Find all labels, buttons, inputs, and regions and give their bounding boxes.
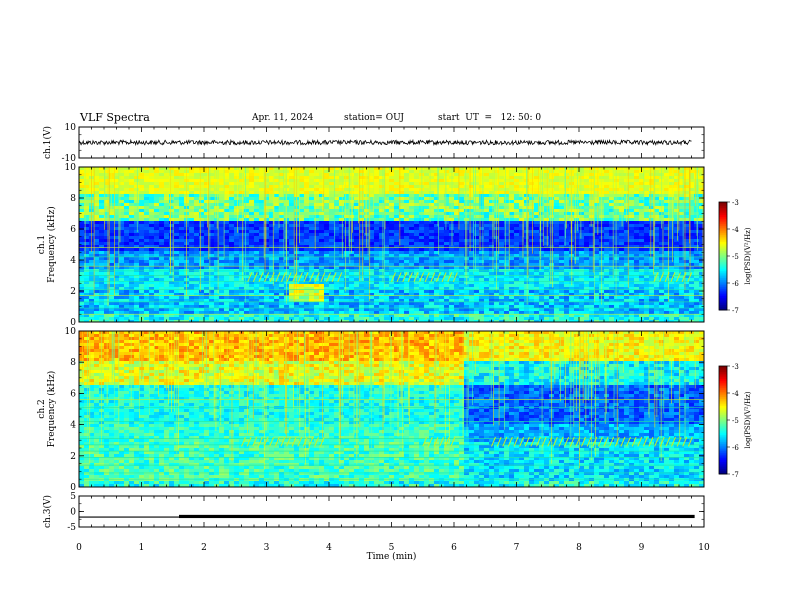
spectrogram-ch2-cells <box>79 331 704 487</box>
xtick-label-4: 4 <box>326 543 332 553</box>
xtick-label-2: 2 <box>201 543 207 553</box>
panel-3-ytick-label: 2 <box>70 452 76 462</box>
panel-3-ylabel: Frequency (kHz) <box>46 371 57 448</box>
panel-1-ytick-label: -10 <box>62 154 77 164</box>
colorbar-ch2-tick-label: -7 <box>732 471 739 479</box>
xtick-label-5: 5 <box>389 543 395 553</box>
panel-2-ytick-label: 0 <box>70 318 76 328</box>
colorbar-ch1-tick-label: -5 <box>732 253 739 261</box>
panel-3-ytick-label: 0 <box>70 483 76 493</box>
panel-3-ytick-label: 6 <box>70 389 76 399</box>
panel-4-ytick-label: 0 <box>70 508 76 518</box>
colorbar-ch2 <box>719 366 727 475</box>
xtick-label-3: 3 <box>264 543 270 553</box>
colorbar-ch1-tick-label: -6 <box>732 280 739 288</box>
colorbar-ch2-label: log(PSD)(V²/Hz) <box>744 391 752 448</box>
colorbar-ch2-tick-label: -4 <box>732 390 739 398</box>
xtick-label-1: 1 <box>139 543 145 553</box>
panel-3-ytick-label: 4 <box>70 421 76 431</box>
xaxis-label: Time (min) <box>367 551 417 562</box>
panel-3-ytick-label: 10 <box>65 327 77 337</box>
colorbar-ch2-tick-label: -5 <box>732 417 739 425</box>
header-date: Apr. 11, 2024 <box>252 113 314 123</box>
panel-3-ytick-label: 8 <box>70 358 76 368</box>
xtick-label-7: 7 <box>514 543 520 553</box>
panel-4-ytick-label: 5 <box>70 492 76 502</box>
header-station: station= OUJ <box>344 113 405 123</box>
panel-2-ylabel: ch.1 <box>37 235 47 254</box>
panel-4-ytick-label: -5 <box>67 523 76 533</box>
panel-2-ytick-label: 10 <box>65 163 77 173</box>
xtick-label-10: 10 <box>698 543 710 553</box>
waveform-ch3-trace-b <box>179 514 695 519</box>
colorbar-ch1 <box>719 202 727 311</box>
waveform-ch1-trace <box>78 138 692 147</box>
panel-2-ytick-label: 6 <box>70 225 76 235</box>
panel-3-ylabel: ch.2 <box>37 399 47 418</box>
panel-2-ytick-label: 4 <box>70 256 76 266</box>
colorbar-ch2-tick-label: -3 <box>732 363 739 371</box>
panel-4-ylabel: ch.3(V) <box>42 495 53 528</box>
xtick-label-9: 9 <box>639 543 645 553</box>
panel-1-ylabel: ch.1(V) <box>42 126 53 159</box>
colorbar-ch1-label: log(PSD)(V²/Hz) <box>744 227 752 284</box>
xtick-label-6: 6 <box>451 543 457 553</box>
header-title: VLF Spectra <box>80 111 150 124</box>
xtick-label-8: 8 <box>576 543 582 553</box>
xtick-label-0: 0 <box>76 543 82 553</box>
panel-2-ytick-label: 2 <box>70 287 76 297</box>
colorbar-ch1-tick-label: -4 <box>732 226 739 234</box>
panel-2-ytick-label: 8 <box>70 194 76 204</box>
header-start-time: start UT = 12: 50: 0 <box>438 113 542 123</box>
colorbar-ch1-tick-label: -3 <box>732 199 739 207</box>
colorbar-ch1-tick-label: -7 <box>732 307 739 315</box>
spectrogram-ch1-cells <box>79 167 704 322</box>
panel-1-ytick-label: 10 <box>65 123 77 133</box>
panel-2-ylabel: Frequency (kHz) <box>46 206 57 283</box>
colorbar-ch2-tick-label: -6 <box>732 444 739 452</box>
